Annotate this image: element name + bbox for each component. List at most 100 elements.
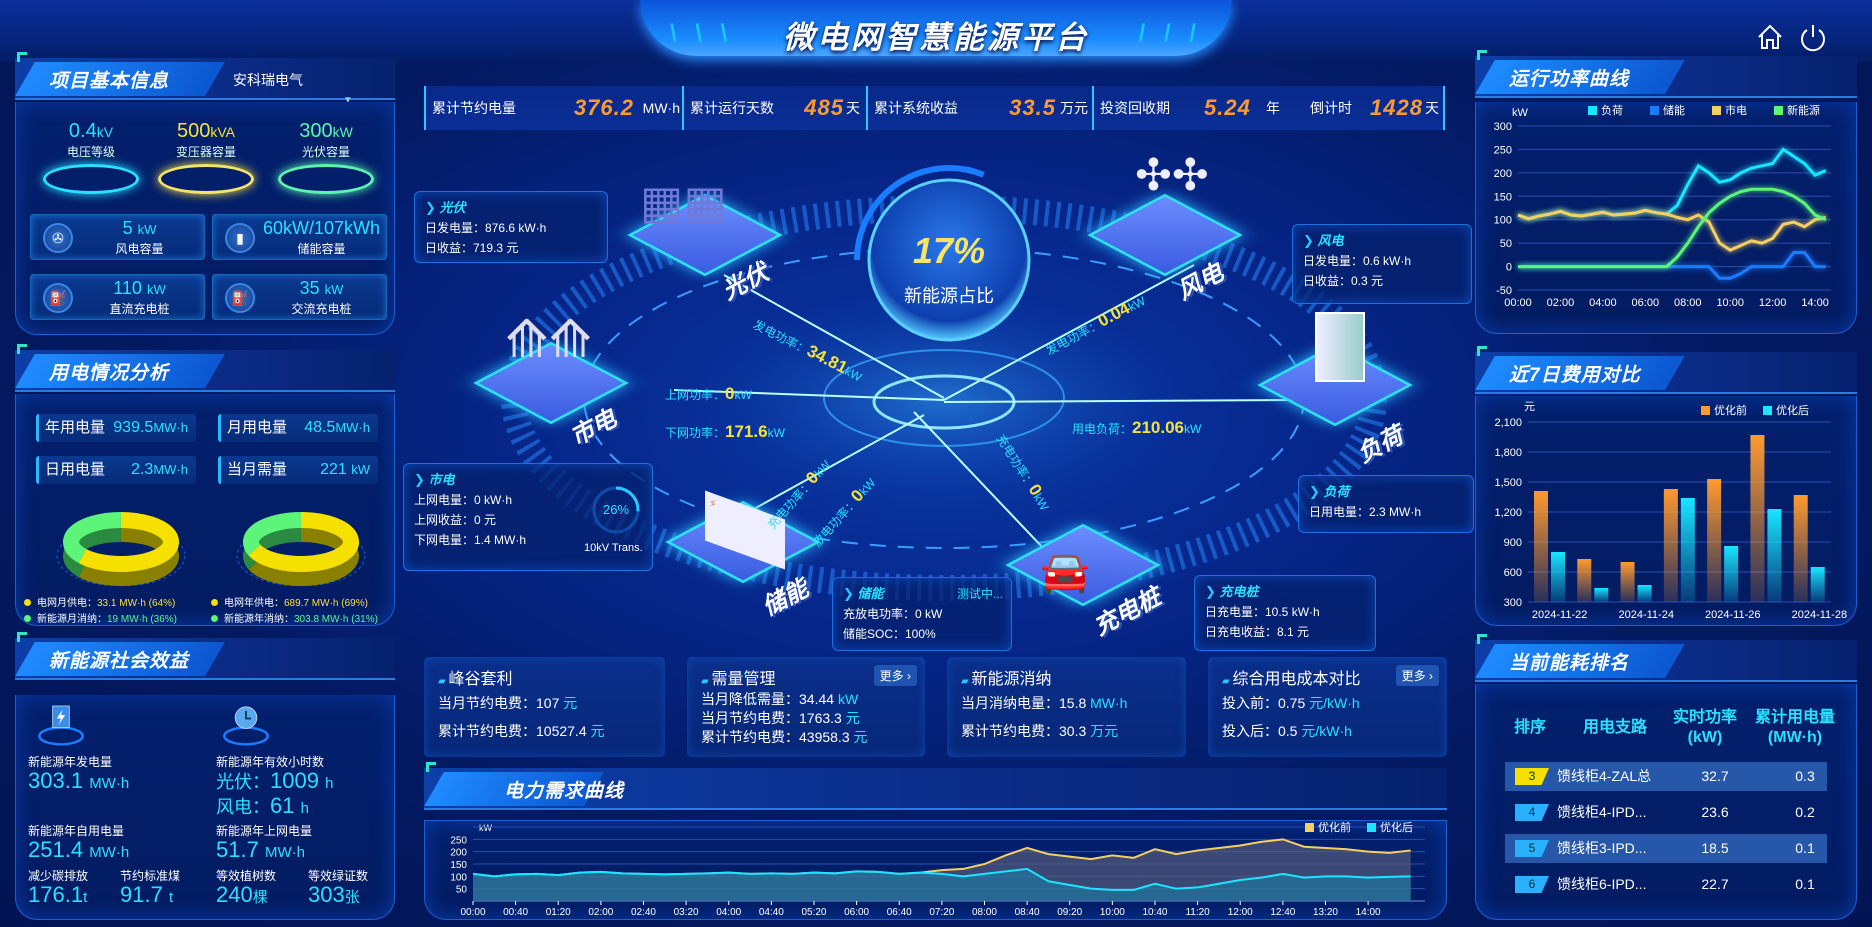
corner-icon bbox=[17, 632, 27, 642]
legend-swatch bbox=[1763, 406, 1772, 415]
y-tick-label: 300 bbox=[1504, 597, 1522, 609]
donut-renewable-side bbox=[243, 526, 302, 570]
capacity-ac-charger: ⛽ 35 kW 交流充电桩 bbox=[212, 274, 387, 320]
table-row[interactable]: 6 馈线柜6-IPD... 22.7 0.1 bbox=[1505, 870, 1827, 899]
trees-label: 等效植树数 bbox=[216, 869, 277, 883]
capacity-storage: ▮ 60kW/107kWh 储能容量 bbox=[212, 214, 387, 260]
col-header-power: 实时功率 (kW) bbox=[1672, 709, 1737, 746]
stat-payback: 投资回收期 5.24 年 bbox=[1092, 86, 1304, 130]
renewable-ratio: 17% bbox=[912, 230, 986, 271]
charger-icon: ⛽ bbox=[225, 283, 255, 313]
home-icon[interactable] bbox=[1755, 22, 1785, 52]
bar-优化后-2024-11-27 bbox=[1767, 509, 1782, 602]
x-tick-label: 13:20 bbox=[1313, 907, 1338, 918]
x-tick-label: 12:00 bbox=[1759, 297, 1787, 309]
y-tick-label: 200 bbox=[450, 848, 467, 859]
energy-value: 0.1 bbox=[1795, 876, 1815, 892]
company-name: 安科瑞电气 bbox=[233, 72, 303, 88]
decor-slashes: \ \ \ bbox=[670, 20, 734, 47]
cert-label: 等效绿证数 bbox=[308, 869, 369, 883]
x-tick-label: 04:00 bbox=[716, 907, 741, 918]
x-tick-label: 10:40 bbox=[1142, 907, 1167, 918]
demand-header: 电力需求曲线 bbox=[424, 762, 1447, 810]
ranking-header: 当前能耗排名 bbox=[1475, 634, 1857, 682]
pv-hours: 光伏：1009 h bbox=[216, 768, 334, 793]
y-tick-label: 250 bbox=[1494, 144, 1512, 156]
flow-line-load bbox=[943, 399, 1295, 403]
more-button[interactable]: 更多 › bbox=[1395, 665, 1439, 686]
x-tick-label: 00:40 bbox=[503, 907, 528, 918]
bar-优化后-2024-11-24 bbox=[1637, 585, 1652, 602]
bar-优化后-2024-11-23 bbox=[1594, 588, 1609, 602]
y-axis-label: kW bbox=[1512, 107, 1529, 119]
cert-value: 303张 bbox=[308, 882, 360, 907]
x-tick-label: 04:40 bbox=[759, 907, 784, 918]
carbon-label: 减少碳排放 bbox=[28, 869, 89, 883]
x-tick-label: 14:00 bbox=[1801, 297, 1829, 309]
rank-badge: 5 bbox=[1515, 840, 1549, 857]
x-tick-label: 08:00 bbox=[1674, 297, 1702, 309]
solar-panel-icon: ▦▦ bbox=[640, 176, 727, 228]
bar-优化前-2024-11-23 bbox=[1577, 559, 1592, 602]
panel-title: 运行功率曲线 bbox=[1509, 69, 1630, 90]
legend-swatch bbox=[1774, 106, 1783, 115]
y-tick-label: 300 bbox=[1494, 121, 1512, 133]
x-tick-label: 06:00 bbox=[844, 907, 869, 918]
stat-revenue: 累计系统收益 33.5 万元 bbox=[866, 86, 1092, 130]
kpi-ring bbox=[278, 164, 374, 194]
legend-label: 市电 bbox=[1725, 103, 1747, 117]
bar-优化前-2024-11-22 bbox=[1534, 491, 1548, 602]
legend-label: 新能源 bbox=[1787, 103, 1820, 117]
bar-优化前-2024-11-28 bbox=[1793, 495, 1808, 602]
project-info-header: 项目基本信息 安科瑞电气 ▼ bbox=[15, 52, 395, 106]
building-icon bbox=[1315, 312, 1365, 382]
y-tick-label: 250 bbox=[450, 835, 467, 846]
bar-优化前-2024-11-26 bbox=[1707, 479, 1722, 602]
chevron-down-icon[interactable]: ▼ bbox=[343, 95, 353, 106]
series-line-优化后 bbox=[472, 867, 1411, 891]
x-tick-label: 07:20 bbox=[929, 907, 954, 918]
self-use-label: 新能源年自用电量 bbox=[28, 824, 125, 838]
power-icon[interactable] bbox=[1798, 22, 1828, 52]
branch-name: 馈线柜4-ZAL总 bbox=[1557, 768, 1652, 784]
energy-value: 0.3 bbox=[1795, 768, 1815, 784]
x-tick-label: 05:20 bbox=[801, 907, 826, 918]
table-row[interactable]: 5 馈线柜3-IPD... 18.5 0.1 bbox=[1505, 834, 1827, 863]
panel-title: 当前能耗排名 bbox=[1509, 653, 1630, 674]
x-tick-label: 2024-11-24 bbox=[1618, 609, 1673, 621]
kpi-ring bbox=[158, 164, 254, 194]
y-tick-label: 150 bbox=[1494, 191, 1512, 203]
table-row[interactable]: 4 馈线柜4-IPD... 23.6 0.2 bbox=[1505, 798, 1827, 827]
x-tick-label: 01:20 bbox=[546, 907, 571, 918]
y-tick-label: 50 bbox=[456, 885, 468, 896]
run-power-chart: kW -50 0 50 100 150 200 250 300 00:00 02:00 04:00 06… bbox=[1494, 103, 1831, 309]
run-power-header: 运行功率曲线 bbox=[1475, 50, 1857, 98]
x-tick-label: 06:40 bbox=[887, 907, 912, 918]
legend-label: 优化后 bbox=[1380, 821, 1413, 834]
run-power-panel: kW -50 0 50 100 150 200 250 300 00:00 02:00 04:00 06… bbox=[1475, 102, 1857, 334]
legend-renewable-month: 新能源月消纳：19 MW·h (36%) bbox=[24, 610, 207, 625]
donut-year bbox=[236, 512, 366, 586]
cost-header: 近7日费用对比 bbox=[1475, 346, 1857, 394]
legend-label: 优化前 bbox=[1714, 403, 1747, 417]
bar-优化前-2024-11-25 bbox=[1663, 489, 1678, 602]
x-tick-label: 08:40 bbox=[1015, 907, 1040, 918]
more-button[interactable]: 更多 › bbox=[873, 665, 917, 686]
battery-icon: ▮ bbox=[225, 223, 255, 253]
transformer-label: 10kV Trans. bbox=[584, 542, 643, 554]
corner-icon bbox=[1477, 346, 1487, 356]
legend-swatch bbox=[1650, 106, 1659, 115]
coal-label: 节约标准煤 bbox=[120, 869, 181, 883]
corner-icon bbox=[17, 344, 27, 354]
x-tick-label: 12:00 bbox=[1228, 907, 1253, 918]
company-select[interactable]: 安科瑞电气 ▼ bbox=[233, 70, 395, 106]
table-row[interactable]: 3 馈线柜4-ZAL总 32.7 0.3 bbox=[1505, 762, 1827, 791]
bar-优化前-2024-11-24 bbox=[1620, 562, 1635, 602]
ratio-arc bbox=[854, 165, 1044, 355]
card-row: 累计节约电费：43958.3 元 bbox=[701, 729, 868, 745]
